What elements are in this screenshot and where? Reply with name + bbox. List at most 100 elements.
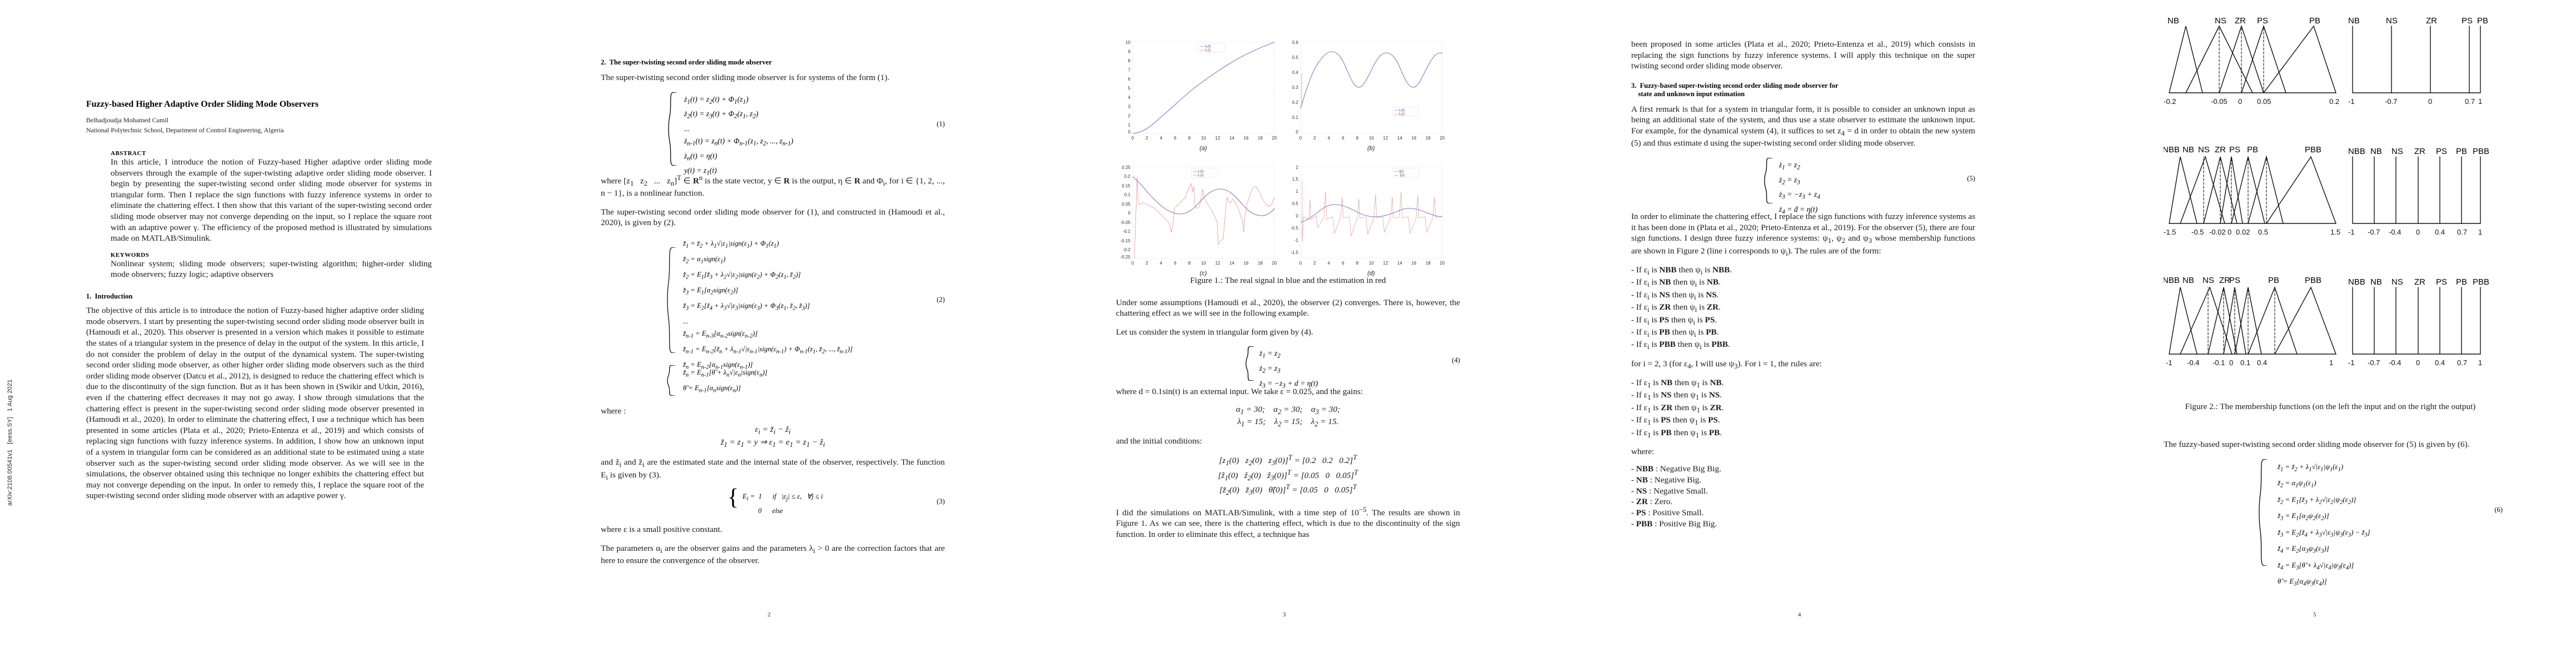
svg-text:— η(t): — η(t) [1394, 170, 1404, 173]
svg-text:-0.05: -0.05 [1120, 220, 1131, 225]
svg-text:NB: NB [2183, 276, 2194, 285]
svg-text:0: 0 [2228, 228, 2231, 236]
svg-text:0: 0 [1128, 211, 1131, 216]
svg-text:2: 2 [1313, 136, 1316, 141]
svg-text:2: 2 [1128, 113, 1131, 118]
svg-text:NS: NS [2198, 145, 2210, 155]
svg-text:0.5: 0.5 [1292, 201, 1299, 206]
svg-text:20: 20 [1272, 136, 1277, 141]
svg-text:0: 0 [1299, 136, 1302, 141]
svg-text:NS: NS [2391, 147, 2403, 156]
svg-text:4: 4 [1128, 95, 1131, 100]
svg-text:NB: NB [2183, 145, 2194, 155]
svg-text:14: 14 [1229, 136, 1234, 141]
svg-text:-0.7: -0.7 [2385, 97, 2397, 106]
svg-text:0: 0 [2229, 359, 2233, 367]
svg-text:0.05: 0.05 [1122, 202, 1130, 207]
svg-text:PBB: PBB [2473, 277, 2489, 287]
svg-text:0: 0 [1132, 261, 1134, 266]
svg-text:4: 4 [1160, 136, 1163, 141]
svg-text:1: 1 [1296, 189, 1299, 194]
svg-text:PB: PB [2309, 18, 2320, 26]
svg-text:PS: PS [2229, 145, 2240, 155]
svg-text:ZR: ZR [2426, 18, 2437, 26]
svg-text:0.1: 0.1 [2240, 359, 2250, 367]
svg-text:2: 2 [1313, 261, 1316, 266]
svg-text:1: 1 [1128, 123, 1131, 128]
svg-text:14: 14 [1229, 261, 1234, 266]
svg-text:4: 4 [1160, 261, 1163, 266]
svg-text:— z₁(t): — z₁(t) [1200, 45, 1210, 48]
svg-text:-0.4: -0.4 [2187, 359, 2199, 367]
svg-text:18: 18 [1426, 136, 1431, 141]
svg-text:PB: PB [2456, 147, 2467, 156]
svg-text:-1: -1 [2348, 97, 2355, 106]
svg-text:-1: -1 [2348, 359, 2355, 367]
svg-text:ZR: ZR [2215, 145, 2226, 155]
svg-text:NS: NS [2203, 276, 2214, 285]
svg-text:12: 12 [1383, 136, 1388, 141]
svg-text:10: 10 [1201, 261, 1206, 266]
svg-text:NBB: NBB [2348, 147, 2365, 156]
svg-text:-0.2: -0.2 [1123, 247, 1130, 252]
svg-text:14: 14 [1397, 261, 1402, 266]
svg-text:PBB: PBB [2473, 147, 2489, 156]
svg-text:PS: PS [2462, 18, 2473, 26]
svg-text:8: 8 [1188, 136, 1191, 141]
svg-text:0: 0 [1299, 261, 1302, 266]
svg-text:— ẑ₃(t): — ẑ₃(t) [1193, 174, 1204, 177]
svg-text:18: 18 [1426, 261, 1431, 266]
svg-text:— ˙ŷ(t): — ˙ŷ(t) [1394, 174, 1404, 177]
svg-text:4: 4 [1328, 261, 1331, 266]
svg-text:0: 0 [2416, 228, 2420, 236]
svg-text:ZR: ZR [2414, 277, 2425, 287]
svg-text:0.4: 0.4 [2435, 228, 2445, 236]
svg-text:0: 0 [1132, 136, 1134, 141]
svg-text:-0.4: -0.4 [2389, 228, 2401, 236]
svg-text:16: 16 [1412, 261, 1417, 266]
svg-text:16: 16 [1244, 136, 1249, 141]
svg-text:1: 1 [2478, 359, 2482, 367]
svg-text:1: 1 [2329, 359, 2333, 367]
svg-text:14: 14 [1397, 136, 1402, 141]
svg-text:12: 12 [1215, 136, 1220, 141]
svg-text:PS: PS [2229, 276, 2240, 285]
svg-text:0: 0 [2238, 97, 2242, 106]
svg-text:NB: NB [2168, 18, 2179, 26]
svg-text:PB: PB [2268, 276, 2279, 285]
svg-text:5: 5 [1128, 86, 1131, 91]
svg-text:(b): (b) [1367, 145, 1375, 152]
svg-text:-0.7: -0.7 [2368, 228, 2380, 236]
svg-text:PB: PB [2247, 145, 2258, 155]
svg-text:-0.02: -0.02 [2209, 228, 2226, 236]
svg-text:1: 1 [2478, 228, 2482, 236]
svg-text:6: 6 [1342, 261, 1344, 266]
svg-text:0.7: 0.7 [2457, 359, 2467, 367]
svg-text:NBB: NBB [2164, 145, 2180, 155]
svg-text:0.1: 0.1 [1292, 115, 1299, 120]
svg-text:NBB: NBB [2164, 276, 2180, 285]
svg-text:-1: -1 [2348, 228, 2355, 236]
svg-text:1.5: 1.5 [1292, 177, 1299, 182]
svg-text:12: 12 [1215, 261, 1220, 266]
svg-text:10: 10 [1125, 40, 1130, 45]
svg-text:ZR: ZR [2414, 147, 2425, 156]
svg-text:6: 6 [1174, 136, 1177, 141]
svg-text:18: 18 [1258, 261, 1263, 266]
svg-text:-0.5: -0.5 [1291, 226, 1298, 231]
svg-text:10: 10 [1369, 136, 1374, 141]
svg-text:16: 16 [1244, 261, 1249, 266]
svg-text:18: 18 [1258, 136, 1263, 141]
svg-text:-0.5: -0.5 [2191, 228, 2204, 236]
svg-text:0.5: 0.5 [2258, 228, 2268, 236]
svg-text:6: 6 [1174, 261, 1177, 266]
svg-text:4: 4 [1328, 136, 1331, 141]
svg-text:-0.2: -0.2 [2164, 97, 2176, 106]
svg-text:2: 2 [1145, 136, 1148, 141]
svg-text:2: 2 [1145, 261, 1148, 266]
svg-text:PBB: PBB [2305, 145, 2321, 155]
svg-text:-0.15: -0.15 [1120, 238, 1131, 243]
svg-text:0.6: 0.6 [1292, 40, 1299, 45]
svg-text:PS: PS [2257, 18, 2268, 26]
svg-text:2: 2 [1296, 165, 1299, 170]
